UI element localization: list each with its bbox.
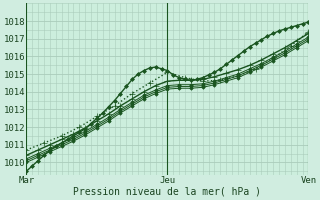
X-axis label: Pression niveau de la mer( hPa ): Pression niveau de la mer( hPa ) (73, 187, 261, 197)
